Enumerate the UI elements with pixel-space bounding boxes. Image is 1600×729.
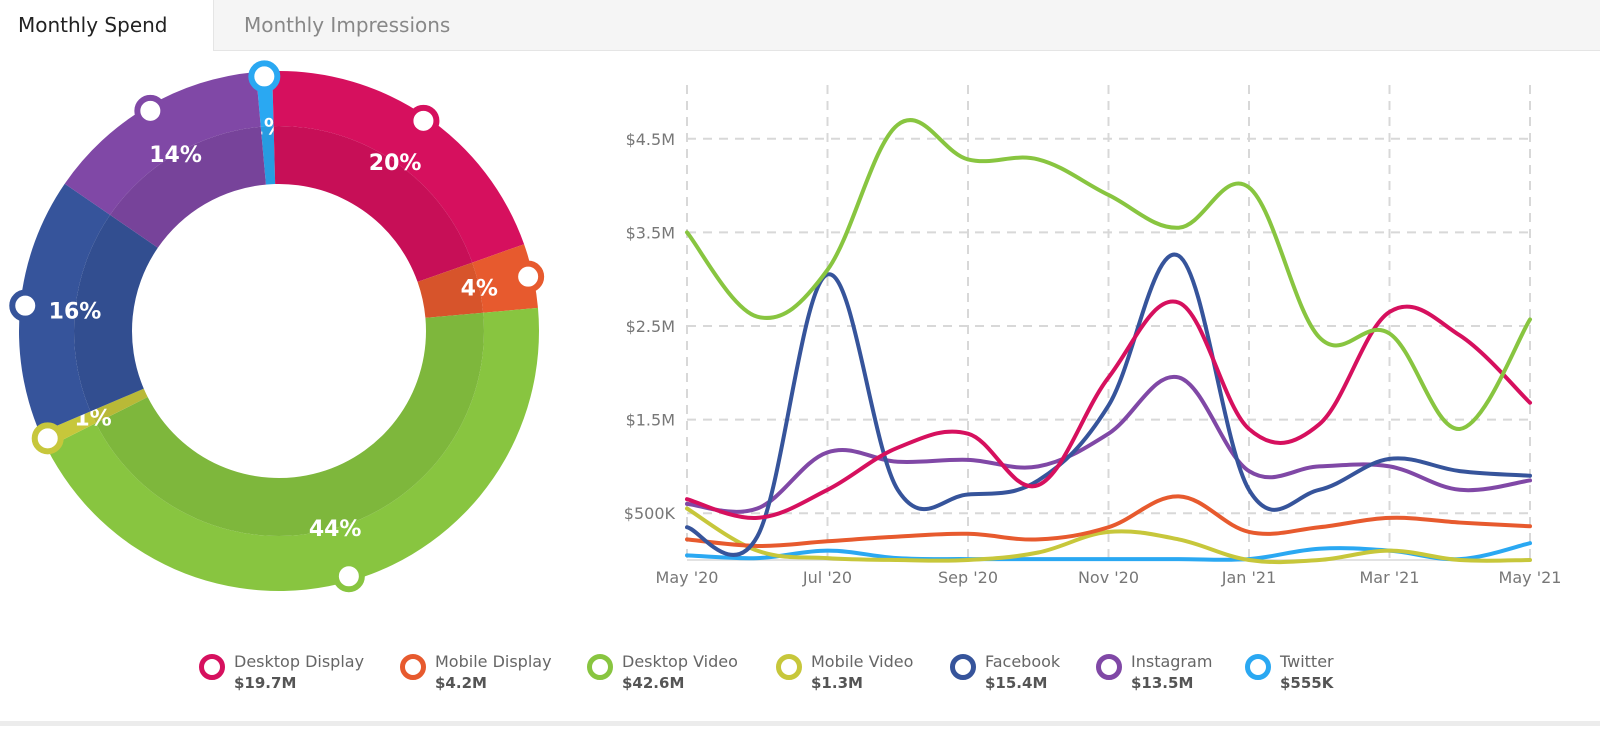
donut-marker-twitter[interactable] bbox=[248, 60, 281, 93]
legend-name: Mobile Display bbox=[435, 652, 552, 671]
x-tick-label: Mar '21 bbox=[1359, 568, 1419, 587]
donut-slice-outer-facebook[interactable] bbox=[18, 183, 111, 434]
legend-name: Facebook bbox=[985, 652, 1061, 671]
legend: Desktop Display $19.7M Mobile Display $4.2M… bbox=[0, 648, 1600, 698]
series-line-instagram[interactable] bbox=[685, 374, 1532, 514]
legend-swatch-icon bbox=[199, 654, 225, 680]
y-tick-label: $1.5M bbox=[626, 411, 675, 430]
x-tick-label: Nov '20 bbox=[1078, 568, 1139, 587]
tab-bar: Monthly Spend Monthly Impressions bbox=[0, 0, 1600, 51]
donut-slice-inner-desktop-display[interactable] bbox=[273, 126, 473, 282]
charts-canvas: 1%20%4%44%1%16%14% May '20 Jul '20 Sep '20… bbox=[9, 60, 1562, 593]
legend-value: $1.3M bbox=[811, 674, 863, 692]
donut-slice-desktop-video[interactable]: 44% bbox=[46, 307, 540, 592]
donut-slice-outer-mobile-display[interactable] bbox=[472, 244, 538, 313]
donut-chart: 1%20%4%44%1%16%14% bbox=[9, 60, 545, 593]
legend-value: $19.7M bbox=[234, 674, 297, 692]
donut-label-desktop-video: 44% bbox=[309, 517, 362, 542]
series-line-desktop-video[interactable] bbox=[685, 118, 1532, 431]
donut-label-desktop-display: 20% bbox=[369, 151, 422, 176]
donut-marker-desktop-video[interactable] bbox=[332, 560, 365, 593]
legend-name: Desktop Display bbox=[234, 652, 365, 671]
legend-swatch-icon bbox=[400, 654, 426, 680]
donut-slice-outer-desktop-video[interactable] bbox=[46, 307, 540, 592]
legend-name: Mobile Video bbox=[811, 652, 914, 671]
donut-label-instagram: 14% bbox=[149, 143, 202, 168]
donut-slice-outer-desktop-display[interactable] bbox=[272, 71, 525, 263]
donut-marker-desktop-display[interactable] bbox=[407, 104, 440, 137]
legend-value: $15.4M bbox=[985, 674, 1048, 692]
y-tick-label: $500K bbox=[624, 504, 676, 523]
donut-marker-mobile-display[interactable] bbox=[512, 260, 545, 293]
donut-slice-inner-instagram[interactable] bbox=[110, 126, 266, 248]
donut-slice-outer-instagram[interactable] bbox=[64, 72, 261, 215]
legend-value: $13.5M bbox=[1131, 674, 1194, 692]
legend-name: Desktop Video bbox=[622, 652, 738, 671]
line-chart: May '20 Jul '20 Sep '20 Nov '20 Jan '21 Mar '… bbox=[624, 85, 1562, 587]
legend-name: Instagram bbox=[1131, 652, 1213, 671]
donut-slice-inner-twitter[interactable] bbox=[260, 126, 276, 185]
legend-swatch-icon bbox=[776, 654, 802, 680]
legend-name: Twitter bbox=[1280, 652, 1334, 671]
donut-label-facebook: 16% bbox=[49, 300, 102, 325]
tab-monthly-spend[interactable]: Monthly Spend bbox=[0, 0, 214, 51]
x-tick-label: May '20 bbox=[656, 568, 719, 587]
x-tick-label: Sep '20 bbox=[938, 568, 998, 587]
legend-value: $555K bbox=[1280, 674, 1334, 692]
donut-slice-instagram[interactable]: 14% bbox=[64, 72, 266, 248]
legend-swatch-icon bbox=[1096, 654, 1122, 680]
legend-swatch-icon bbox=[950, 654, 976, 680]
legend-swatch-icon bbox=[1245, 654, 1271, 680]
y-tick-label: $4.5M bbox=[626, 130, 675, 149]
donut-marker-facebook[interactable] bbox=[9, 289, 42, 322]
series-line-mobile-display[interactable] bbox=[685, 494, 1532, 548]
x-tick-label: May '21 bbox=[1499, 568, 1562, 587]
donut-slice-inner-mobile-display[interactable] bbox=[417, 262, 484, 318]
donut-slice-inner-facebook[interactable] bbox=[73, 214, 158, 412]
bottom-divider bbox=[0, 721, 1600, 726]
legend-value: $4.2M bbox=[435, 674, 487, 692]
y-tick-label: $3.5M bbox=[626, 223, 675, 242]
tab-monthly-impressions[interactable]: Monthly Impressions bbox=[244, 13, 451, 37]
x-tick-label: Jan '21 bbox=[1221, 568, 1277, 587]
donut-slice-facebook[interactable]: 16% bbox=[18, 183, 158, 434]
legend-value: $42.6M bbox=[622, 674, 685, 692]
legend-swatch-icon bbox=[587, 654, 613, 680]
donut-slice-inner-mobile-video[interactable] bbox=[90, 388, 148, 424]
series-line-desktop-display[interactable] bbox=[685, 299, 1532, 520]
donut-label-mobile-display: 4% bbox=[461, 276, 498, 301]
series-line-mobile-video[interactable] bbox=[685, 506, 1532, 565]
donut-slice-inner-desktop-video[interactable] bbox=[95, 312, 485, 536]
donut-marker-mobile-video[interactable] bbox=[31, 422, 64, 455]
donut-slice-mobile-display[interactable]: 4% bbox=[417, 244, 538, 318]
x-tick-label: Jul '20 bbox=[802, 568, 852, 587]
series-line-facebook[interactable] bbox=[685, 252, 1532, 557]
donut-marker-instagram[interactable] bbox=[134, 94, 167, 127]
donut-slice-desktop-display[interactable]: 20% bbox=[272, 71, 525, 282]
y-tick-label: $2.5M bbox=[626, 317, 675, 336]
